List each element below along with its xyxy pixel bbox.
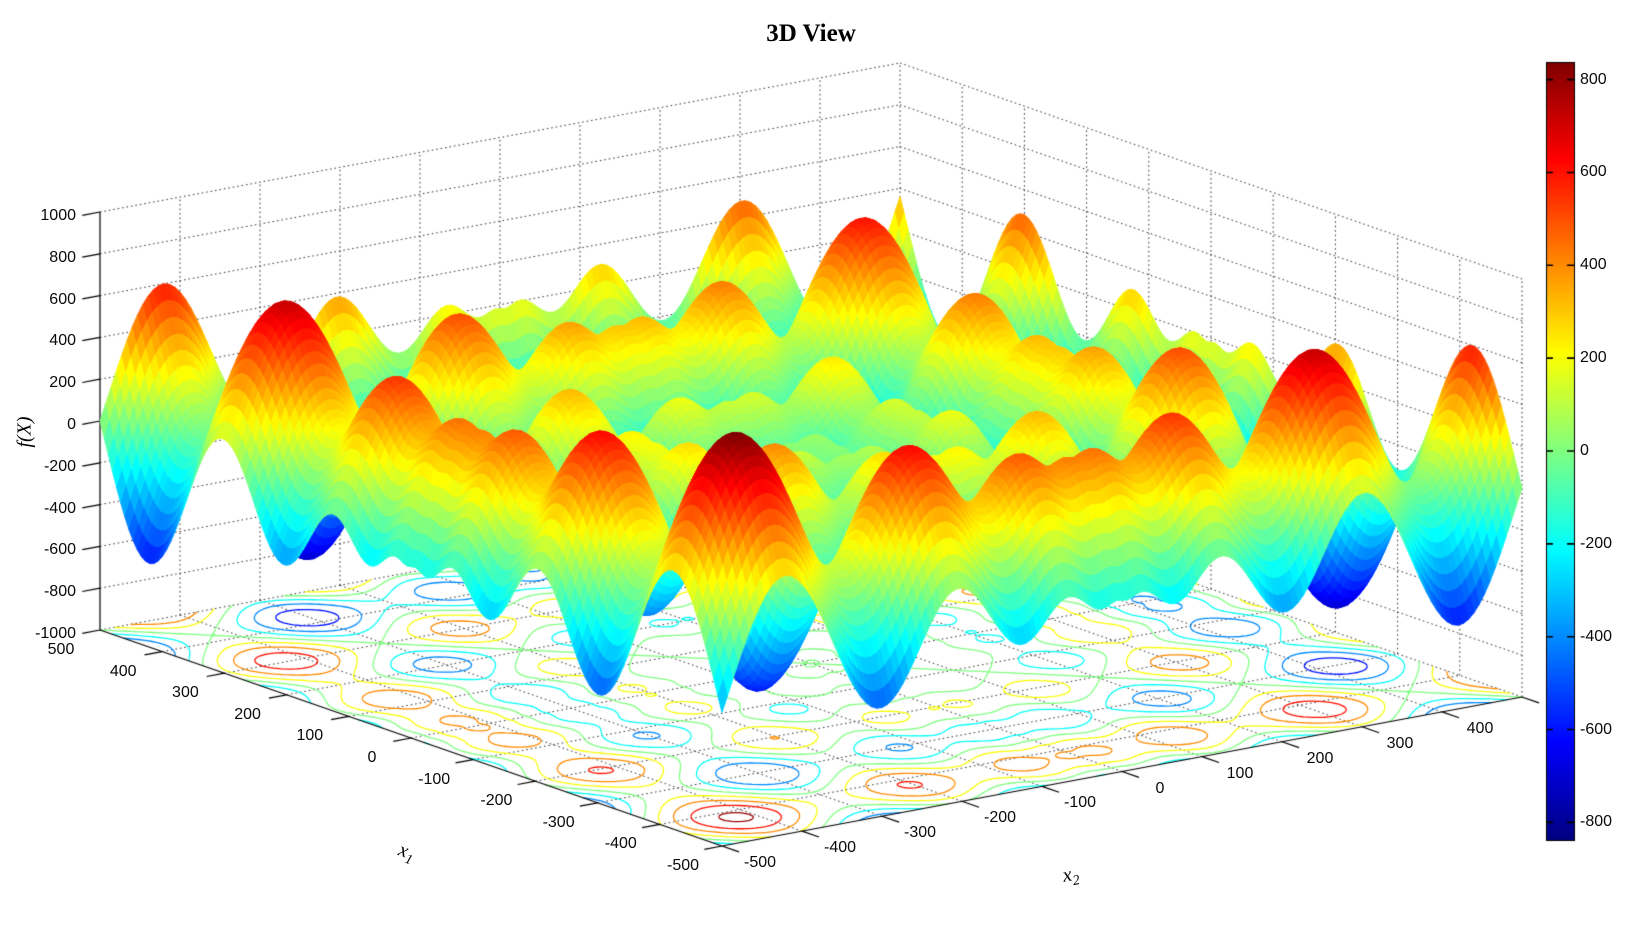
z-axis-label: f(X) bbox=[13, 416, 36, 448]
chart-title: 3D View bbox=[766, 20, 856, 47]
